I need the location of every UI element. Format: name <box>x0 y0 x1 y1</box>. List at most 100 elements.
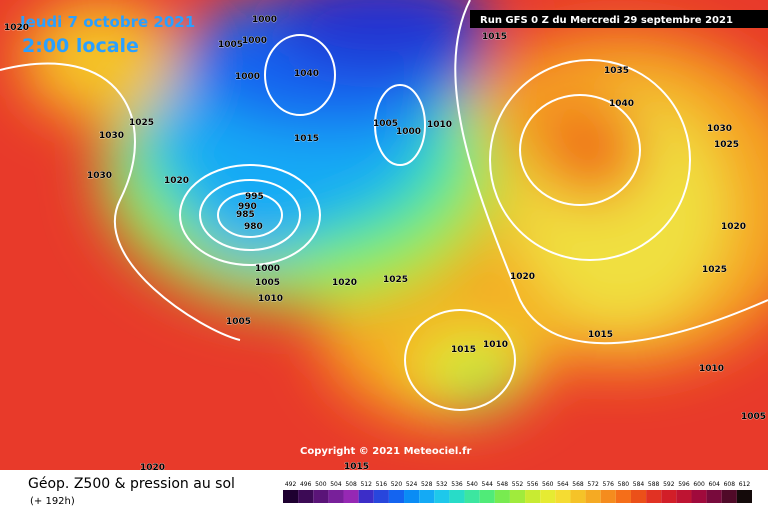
scale-label: 596 <box>678 481 690 488</box>
isobar-label: 1040 <box>294 69 319 79</box>
scale-swatch <box>721 490 737 503</box>
scale-label: 584 <box>633 481 645 488</box>
isobar-label: 1030 <box>87 171 112 181</box>
scale-swatch <box>464 490 480 503</box>
isobar-label: 1010 <box>258 294 283 304</box>
scale-label: 552 <box>512 481 524 488</box>
scale-label: 612 <box>739 481 751 488</box>
isobar-label: 1005 <box>373 119 398 129</box>
scale-swatch <box>434 490 450 503</box>
scale-label: 564 <box>557 481 569 488</box>
isobar-label: 985 <box>236 210 255 220</box>
isobar-label: 1000 <box>255 264 280 274</box>
scale-swatch <box>449 490 465 503</box>
field <box>0 0 768 470</box>
scale-swatch <box>404 490 420 503</box>
isobar-label: 1000 <box>235 72 260 82</box>
scale-label: 556 <box>527 481 539 488</box>
valid-date: Jeudi 7 octobre 2021 <box>19 13 195 31</box>
scale-swatch <box>479 490 495 503</box>
scale-label: 560 <box>542 481 554 488</box>
scale-swatch <box>736 490 752 503</box>
scale-label: 492 <box>285 481 297 488</box>
scale-label: 548 <box>497 481 509 488</box>
scale-swatch <box>706 490 722 503</box>
isobar-label: 1005 <box>741 412 766 422</box>
scale-label: 504 <box>330 481 342 488</box>
isobar-label: 1025 <box>714 140 739 150</box>
scale-swatch <box>509 490 526 503</box>
scale-label: 528 <box>421 481 433 488</box>
isobar-label: 1030 <box>99 131 124 141</box>
scale-label: 532 <box>436 481 448 488</box>
scale-swatch <box>691 490 707 503</box>
scale-swatch <box>298 490 314 503</box>
isobar-label: 1000 <box>252 15 277 25</box>
isobar-label: 1025 <box>383 275 408 285</box>
isobar-label: 1010 <box>427 120 452 130</box>
isobar-label: 1040 <box>609 99 634 109</box>
isobar-label: 1015 <box>344 462 369 472</box>
scale-swatch <box>585 490 601 503</box>
color-scale: 492 496 500 504 508 512 516 520 524 528 532 536 540 5… <box>283 481 752 503</box>
isobar-label: 1005 <box>226 317 251 327</box>
scale-swatch <box>373 490 389 503</box>
isobar-label: 1030 <box>707 124 732 134</box>
scale-swatch <box>343 490 359 503</box>
scale-swatch <box>540 490 556 503</box>
scale-label: 516 <box>376 481 388 488</box>
scale-label: 508 <box>345 481 357 488</box>
scale-label: 572 <box>587 481 599 488</box>
scale-label: 536 <box>451 481 463 488</box>
isobar-lines <box>0 0 768 411</box>
scale-swatch <box>661 490 677 503</box>
isobar-label: 1025 <box>129 118 154 128</box>
scale-swatch <box>328 490 344 503</box>
scale-label: 512 <box>360 481 372 488</box>
isobar-label: 1035 <box>604 66 629 76</box>
scale-swatch <box>525 490 541 503</box>
scale-swatch <box>555 490 571 503</box>
scale-label: 500 <box>315 481 327 488</box>
scale-label: 520 <box>391 481 403 488</box>
scale-label: 524 <box>406 481 418 488</box>
scale-swatch <box>646 490 662 503</box>
scale-label: 608 <box>724 481 736 488</box>
scale-label: 496 <box>300 481 312 488</box>
valid-time: 2:00 locale <box>22 35 139 57</box>
run-banner <box>470 10 768 28</box>
scale-label: 544 <box>482 481 494 488</box>
isobar-label: 995 <box>245 192 264 202</box>
isobar-label: 1020 <box>332 278 357 288</box>
isobar-label: 1020 <box>721 222 746 232</box>
isobar-label: 1020 <box>140 463 165 473</box>
legend-lead: (+ 192h) <box>30 496 75 507</box>
scale-label: 592 <box>663 481 675 488</box>
scale-label: 580 <box>618 481 630 488</box>
isobar-label: 1025 <box>702 265 727 275</box>
scale-swatch <box>313 490 329 503</box>
scale-label: 576 <box>603 481 615 488</box>
scale-label: 568 <box>572 481 584 488</box>
scale-swatch <box>283 490 299 503</box>
isobar-label: 1000 <box>396 127 421 137</box>
isobar-label: 1020 <box>164 176 189 186</box>
scale-swatch <box>388 490 405 503</box>
isobar-label: 990 <box>238 202 257 212</box>
isobar-label: 1000 <box>242 36 267 46</box>
scale-swatch <box>615 490 631 503</box>
scale-swatch <box>676 490 692 503</box>
scale-label: 588 <box>648 481 660 488</box>
run-info: Run GFS 0 Z du Mercredi 29 septembre 202… <box>480 15 733 26</box>
scale-label: 600 <box>693 481 705 488</box>
isobar-label: 1015 <box>294 134 319 144</box>
isobar-label: 980 <box>244 222 263 232</box>
scale-swatch <box>630 490 647 503</box>
isobar-label: 1010 <box>699 364 724 374</box>
scale-swatch <box>494 490 510 503</box>
isobar-label: 1005 <box>255 278 280 288</box>
copyright: Copyright © 2021 Meteociel.fr <box>300 446 471 457</box>
isobar-label: 1015 <box>588 330 613 340</box>
scale-swatch <box>419 490 435 503</box>
